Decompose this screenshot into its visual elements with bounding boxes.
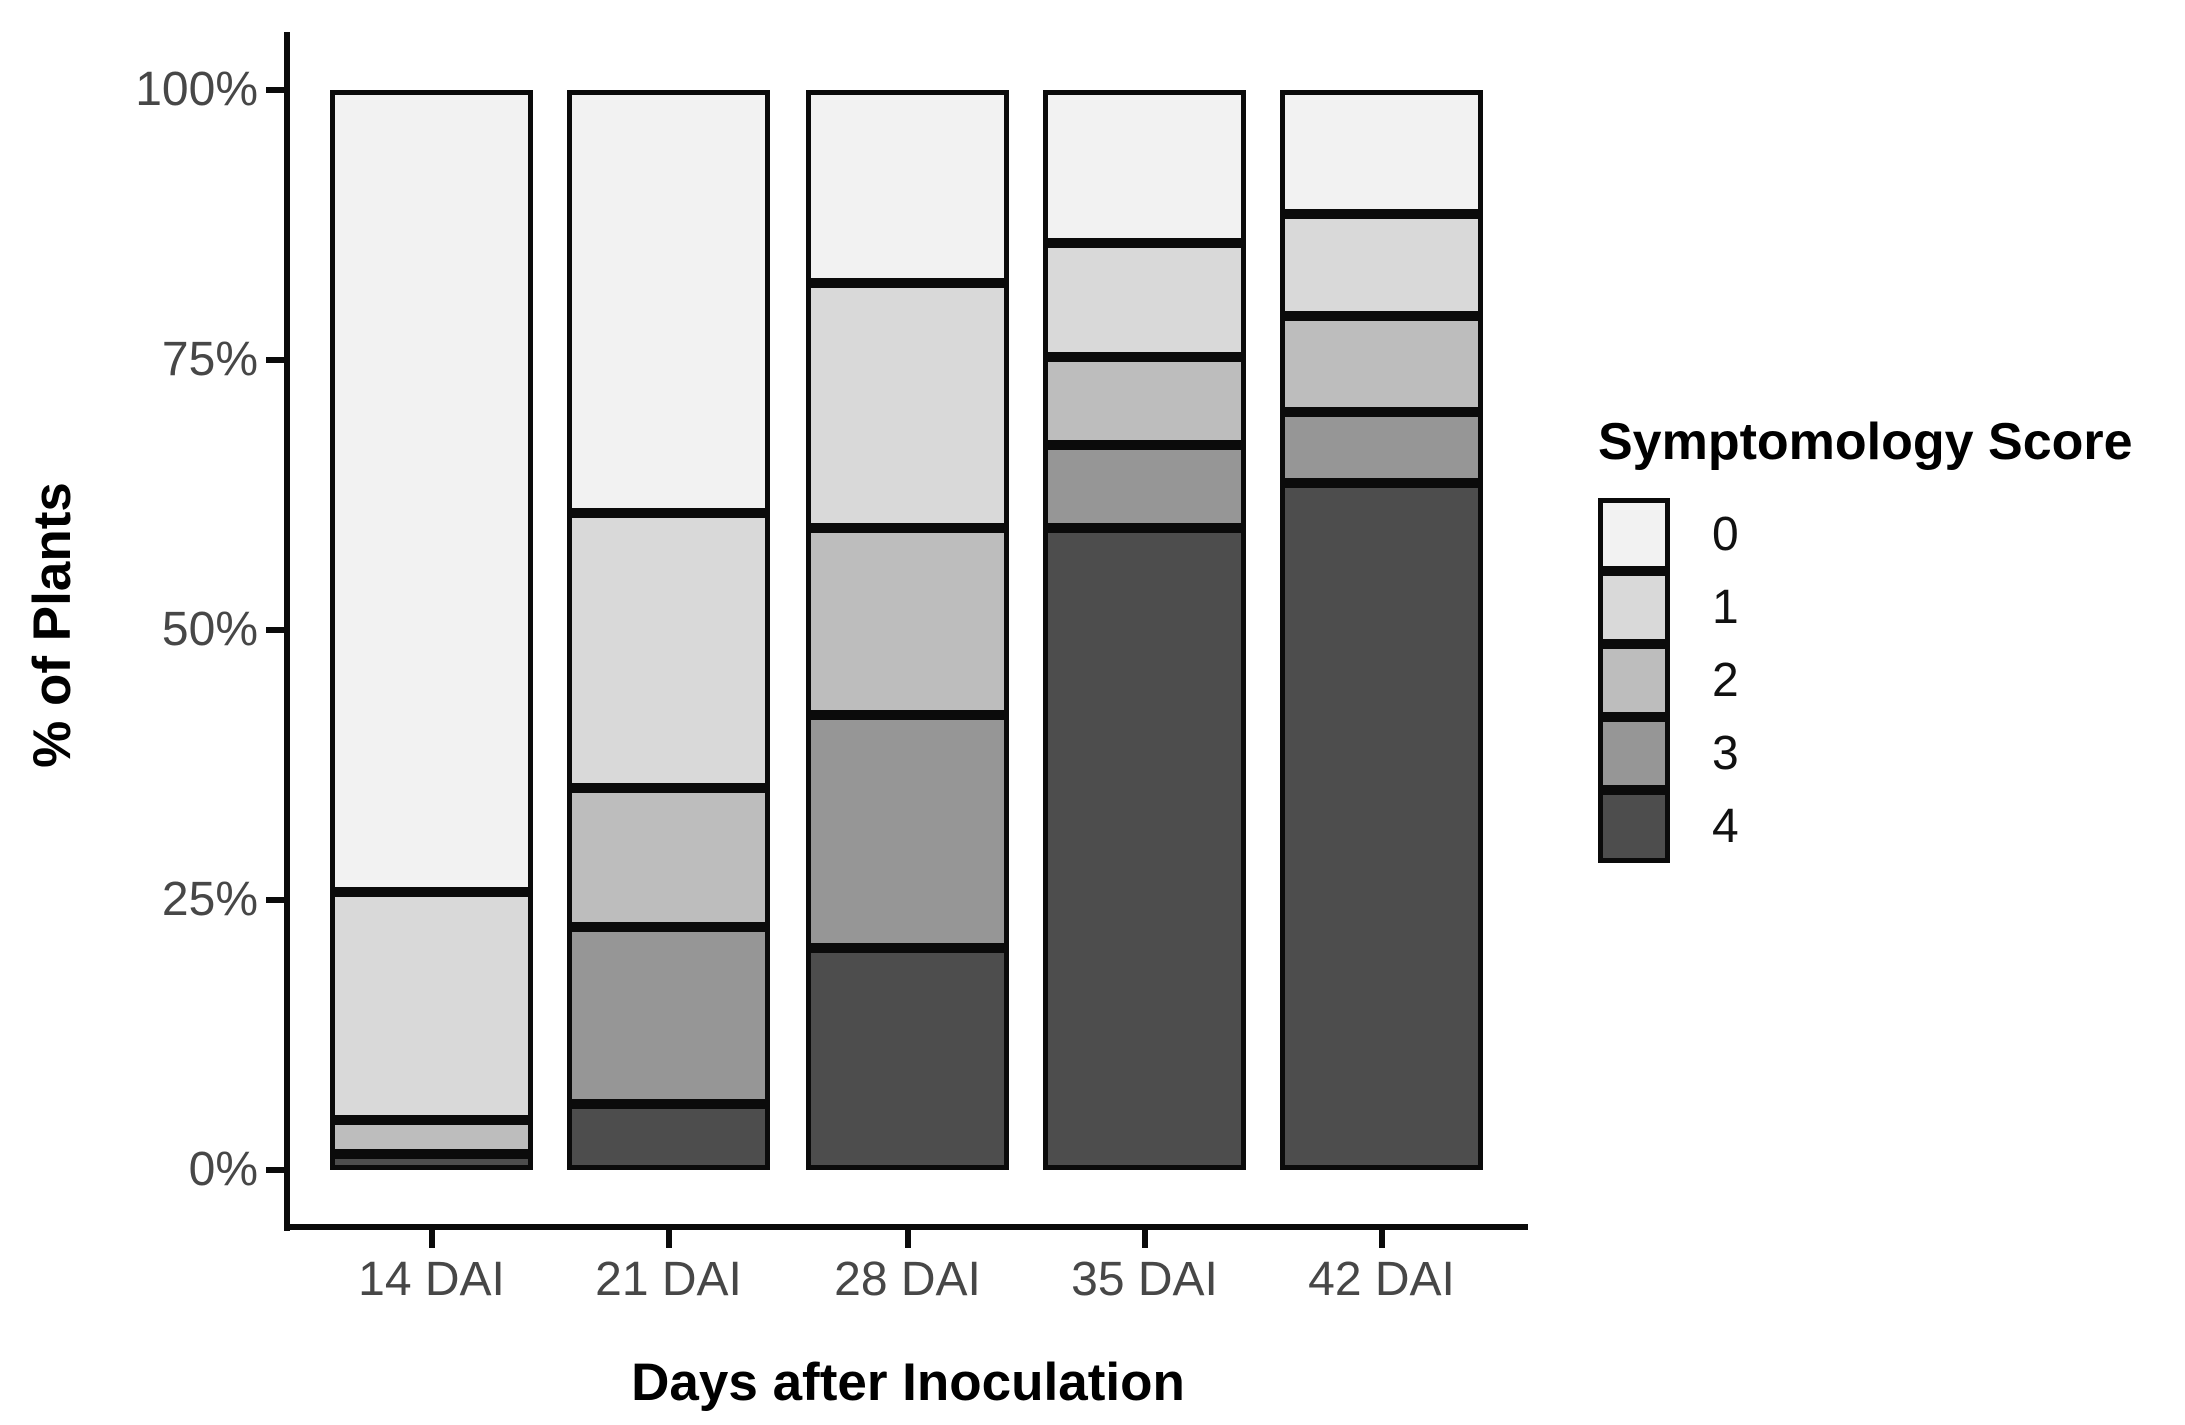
bar-segment-score-1 [567, 513, 770, 788]
y-tick-mark [266, 1167, 284, 1173]
legend-label: 3 [1712, 727, 1739, 780]
bar-segment-score-2 [1280, 315, 1483, 412]
legend-entry-0: 0 [1598, 498, 2178, 571]
legend-swatch-icon [1598, 717, 1670, 790]
legend-title: Symptomology Score [1598, 413, 2133, 471]
legend-swatch-icon [1598, 644, 1670, 717]
y-tick-mark [266, 627, 284, 633]
y-tick-label: 100% [135, 63, 258, 116]
bar-segment-score-3 [1280, 411, 1483, 484]
y-tick-label: 75% [161, 333, 258, 386]
stacked-bar-14-dai [330, 90, 533, 1170]
bar-segment-score-2 [806, 528, 1009, 716]
bar-segment-score-0 [330, 90, 533, 893]
x-tick-mark [904, 1230, 911, 1248]
bar-segment-score-1 [330, 892, 533, 1121]
bar-segment-score-4 [806, 947, 1009, 1170]
bar-segment-score-0 [1280, 90, 1483, 215]
stacked-bar-28-dai [806, 90, 1009, 1170]
x-tick-mark [1141, 1230, 1148, 1248]
x-axis-title: Days after Inoculation [631, 1353, 1185, 1412]
legend-entry-3: 3 [1598, 717, 2178, 790]
bar-segment-score-0 [567, 90, 770, 514]
legend-label: 4 [1712, 800, 1739, 853]
bar-segment-score-3 [567, 927, 770, 1105]
stacked-bar-35-dai [1043, 90, 1246, 1170]
bar-segment-score-1 [1280, 214, 1483, 316]
legend: Symptomology Score 0 1 2 3 4 [1598, 412, 2178, 863]
bar-segment-score-3 [1043, 445, 1246, 529]
legend-entry-2: 2 [1598, 644, 2178, 717]
x-tick-label: 28 DAI [834, 1253, 981, 1306]
x-tick-label: 14 DAI [358, 1253, 505, 1306]
x-tick-mark [1378, 1230, 1385, 1248]
legend-entry-4: 4 [1598, 790, 2178, 863]
y-tick-mark [266, 357, 284, 363]
bar-segment-score-4 [567, 1104, 770, 1170]
bar-segment-score-4 [1280, 483, 1483, 1170]
legend-swatch-icon [1598, 498, 1670, 571]
x-tick-label: 35 DAI [1071, 1253, 1218, 1306]
legend-label: 2 [1712, 654, 1739, 707]
y-tick-label: 25% [161, 873, 258, 926]
y-tick-label: 0% [188, 1143, 258, 1196]
bar-segment-score-4 [330, 1153, 533, 1170]
legend-entry-1: 1 [1598, 571, 2178, 644]
bar-segment-score-4 [1043, 528, 1246, 1170]
bar-segment-score-0 [1043, 90, 1246, 244]
legend-label: 0 [1712, 508, 1739, 561]
x-tick-label: 21 DAI [595, 1253, 742, 1306]
stacked-bar-21-dai [567, 90, 770, 1170]
x-tick-mark [428, 1230, 435, 1248]
bar-segment-score-3 [806, 715, 1009, 948]
bar-segment-score-1 [1043, 243, 1246, 357]
legend-swatch-icon [1598, 790, 1670, 863]
x-axis-line [284, 1224, 1528, 1230]
y-axis-line [284, 32, 290, 1231]
bar-segment-score-0 [806, 90, 1009, 284]
stacked-bar-42-dai [1280, 90, 1483, 1170]
bar-segment-score-2 [567, 787, 770, 927]
legend-swatch-icon [1598, 571, 1670, 644]
bar-segment-score-1 [806, 283, 1009, 529]
bar-segment-score-2 [1043, 356, 1246, 446]
legend-label: 1 [1712, 581, 1739, 634]
x-tick-mark [665, 1230, 672, 1248]
y-tick-mark [266, 87, 284, 93]
legend-keys: 0 1 2 3 4 [1598, 498, 2178, 863]
y-tick-mark [266, 897, 284, 903]
x-tick-label: 42 DAI [1308, 1253, 1455, 1306]
bar-segment-score-2 [330, 1120, 533, 1154]
y-tick-label: 50% [161, 603, 258, 656]
